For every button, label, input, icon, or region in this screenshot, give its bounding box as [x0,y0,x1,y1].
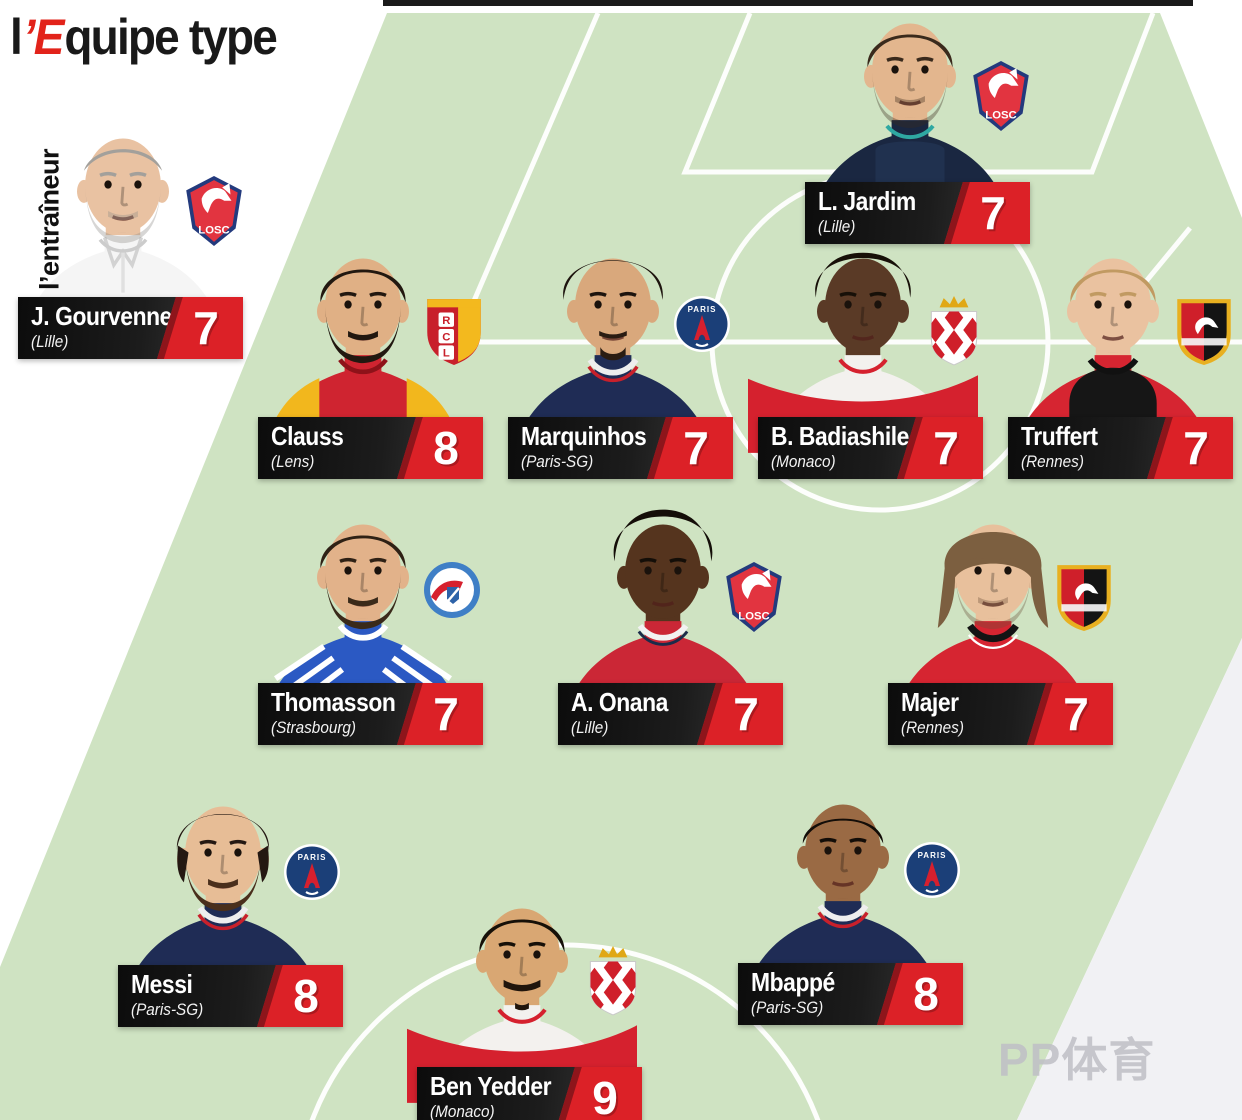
coach-name-plate: J. Gourvennec (Lille) 7 [18,297,243,359]
player-club: (Lille) [818,217,856,236]
pp-sports-watermark: PP体育 [998,1034,1156,1086]
player-name-plate: L. Jardim (Lille) 7 [805,182,1030,244]
player-name-plate: Majer (Rennes) 7 [888,683,1113,745]
player-name-plate: Truffert (Rennes) 7 [1008,417,1233,479]
rating-value: 8 [913,968,939,1020]
player-name-plate: B. Badiashile (Monaco) 7 [758,417,983,479]
rating-value: 7 [1183,422,1209,474]
player-club: (Paris-SG) [521,452,594,471]
rating-value: 7 [980,187,1006,239]
player-club: (Strasbourg) [271,718,357,737]
player-name: A. Onana [571,687,668,717]
player-name-plate: Marquinhos (Paris-SG) 7 [508,417,733,479]
player-name-plate: Messi (Paris-SG) 8 [118,965,343,1027]
rating-value: 7 [733,688,759,740]
player-name-plate: Thomasson (Strasbourg) 7 [258,683,483,745]
player-club: (Lille) [571,718,609,737]
player-name: Truffert [1021,421,1098,451]
player-name-plate: Ben Yedder (Monaco) 9 [417,1067,642,1120]
rating-value: 7 [933,422,959,474]
rating-value: 7 [433,688,459,740]
player-name: Marquinhos [521,421,647,451]
player-name-plate: Clauss (Lens) 8 [258,417,483,479]
player-club: (Paris-SG) [131,1000,204,1019]
coach-section-label: l’entraîneur [34,148,65,291]
player-name: Thomasson [271,687,396,717]
rating-value: 9 [592,1072,618,1120]
player-club: (Lens) [271,452,315,471]
player-club: (Paris-SG) [751,998,824,1017]
page-title: l’Equipe type [10,8,278,66]
rating-value: 7 [683,422,709,474]
player-club: (Rennes) [1021,452,1084,471]
player-name: Messi [131,969,193,999]
player-name-plate: Mbappé (Paris-SG) 8 [738,963,963,1025]
player-name: Majer [901,687,959,717]
player-name: Clauss [271,421,344,451]
rating-value: 8 [433,422,459,474]
player-club: (Monaco) [771,452,836,471]
player-club: (Rennes) [901,718,964,737]
player-name: J. Gourvennec [31,301,185,331]
player-name-plate: A. Onana (Lille) 7 [558,683,783,745]
player-club: (Monaco) [430,1102,495,1120]
rating-value: 7 [193,302,219,354]
player-name: Mbappé [751,967,835,997]
title-pre: l [10,9,23,65]
title-rest: quipe type [64,9,277,65]
player-name: L. Jardim [818,186,916,216]
rating-value: 7 [1063,688,1089,740]
player-name: B. Badiashile [771,421,909,451]
rating-value: 8 [293,970,319,1022]
lequipe-logo-e: ’E [22,9,65,65]
player-club: (Lille) [31,332,69,351]
player-name: Ben Yedder [430,1071,552,1101]
